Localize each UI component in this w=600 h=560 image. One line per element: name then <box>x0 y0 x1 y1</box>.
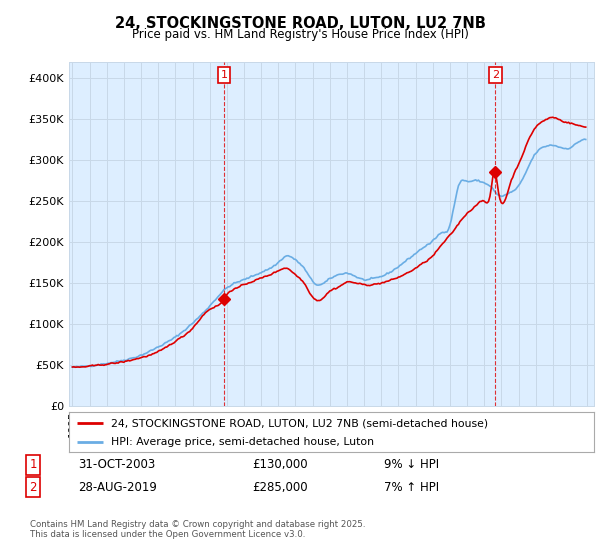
Text: Contains HM Land Registry data © Crown copyright and database right 2025.
This d: Contains HM Land Registry data © Crown c… <box>30 520 365 539</box>
Text: 2: 2 <box>492 70 499 80</box>
Text: Price paid vs. HM Land Registry's House Price Index (HPI): Price paid vs. HM Land Registry's House … <box>131 28 469 41</box>
Text: 28-AUG-2019: 28-AUG-2019 <box>78 480 157 494</box>
Text: 9% ↓ HPI: 9% ↓ HPI <box>384 458 439 472</box>
Text: 1: 1 <box>220 70 227 80</box>
Text: 24, STOCKINGSTONE ROAD, LUTON, LU2 7NB (semi-detached house): 24, STOCKINGSTONE ROAD, LUTON, LU2 7NB (… <box>111 418 488 428</box>
Text: 1: 1 <box>29 458 37 472</box>
Text: 2: 2 <box>29 480 37 494</box>
Text: £130,000: £130,000 <box>252 458 308 472</box>
Text: HPI: Average price, semi-detached house, Luton: HPI: Average price, semi-detached house,… <box>111 437 374 447</box>
Text: £285,000: £285,000 <box>252 480 308 494</box>
Text: 7% ↑ HPI: 7% ↑ HPI <box>384 480 439 494</box>
Text: 24, STOCKINGSTONE ROAD, LUTON, LU2 7NB: 24, STOCKINGSTONE ROAD, LUTON, LU2 7NB <box>115 16 485 31</box>
Text: 31-OCT-2003: 31-OCT-2003 <box>78 458 155 472</box>
